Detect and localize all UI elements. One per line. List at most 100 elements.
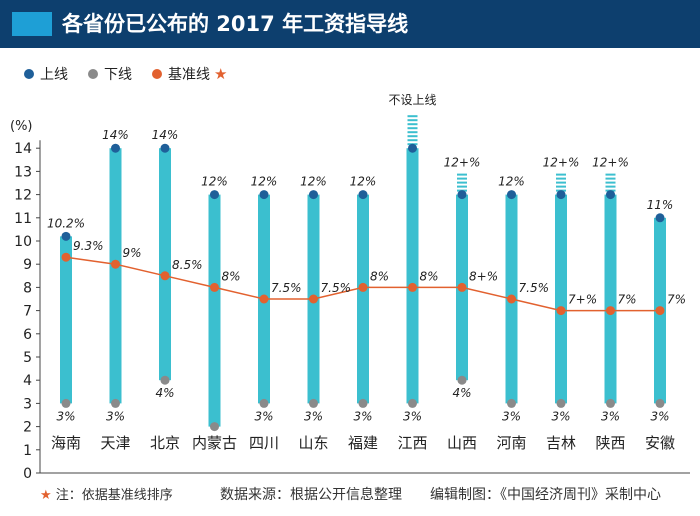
base-point — [507, 294, 516, 304]
x-category-label: 天津 — [100, 434, 130, 452]
x-category-label: 陕西 — [595, 434, 625, 452]
lower-point — [408, 398, 417, 408]
upper-point — [358, 190, 368, 200]
lower-point — [111, 398, 120, 408]
x-category-label: 海南 — [51, 434, 81, 452]
lower-value-label: 3% — [601, 409, 620, 423]
legend-item-lower: 下线 — [88, 64, 132, 84]
upper-value-label: 12% — [350, 175, 377, 189]
lower-value-label: 3% — [502, 409, 521, 423]
base-value-label: 9.3% — [73, 239, 104, 253]
lower-point — [556, 398, 566, 408]
base-value-label: 7.5% — [321, 281, 352, 295]
y-tick-label: 0 — [23, 466, 32, 482]
upper-value-label: 11% — [647, 198, 674, 212]
upper-point — [111, 143, 120, 153]
footer-note: ★ 注：依据基准线排序 — [40, 484, 173, 503]
lower-point — [655, 398, 665, 408]
x-category-label: 河南 — [496, 434, 526, 452]
base-point — [358, 282, 368, 292]
x-category-label: 江西 — [397, 434, 427, 452]
lower-point — [210, 422, 219, 432]
upper-value-label: 12+% — [444, 156, 481, 170]
legend-item-base: 基准线 ★ — [152, 64, 227, 84]
lower-value-label: 3% — [650, 409, 669, 423]
legend-base-label: 基准线 — [168, 67, 210, 83]
upper-point — [309, 190, 318, 200]
y-tick-label: 5 — [23, 350, 32, 366]
range-bar — [555, 194, 567, 404]
x-category-label: 吉林 — [546, 434, 576, 452]
lower-point — [507, 398, 516, 408]
y-tick-label: 10 — [14, 234, 32, 250]
upper-point — [160, 143, 170, 153]
upper-point — [507, 190, 516, 200]
lower-value-label: 3% — [353, 409, 372, 423]
range-bar — [604, 194, 617, 404]
legend-lower-label: 下线 — [104, 67, 132, 83]
upper-dot-icon — [24, 69, 34, 79]
lower-value-label: 4% — [155, 386, 174, 400]
x-category-label: 北京 — [150, 434, 180, 452]
page-title: 各省份已公布的 2017 年工资指导线 — [62, 12, 409, 36]
base-value-label: 7+% — [568, 293, 597, 307]
y-tick-label: 11 — [14, 211, 32, 227]
lower-value-label: 3% — [403, 409, 422, 423]
base-point — [210, 282, 219, 292]
upper-point — [457, 190, 467, 200]
lower-value-label: 3% — [106, 409, 125, 423]
base-value-label: 8% — [370, 269, 389, 283]
y-tick-label: 1 — [23, 443, 32, 459]
upper-value-label: 12% — [300, 175, 327, 189]
y-tick-label: 13 — [14, 164, 32, 180]
legend-item-upper: 上线 — [24, 64, 68, 84]
base-value-label: 8% — [222, 269, 241, 283]
base-value-label: 7.5% — [271, 281, 302, 295]
upper-value-label: 10.2% — [47, 216, 85, 230]
x-category-label: 四川 — [249, 434, 279, 452]
base-point — [309, 294, 318, 304]
base-point — [259, 294, 269, 304]
lower-dot-icon — [88, 69, 98, 79]
base-value-label: 9% — [123, 246, 142, 260]
y-tick-label: 12 — [14, 188, 32, 204]
base-point — [408, 282, 417, 292]
upper-value-label: 12% — [201, 175, 228, 189]
base-value-label: 8+% — [469, 269, 498, 283]
upper-point — [61, 231, 71, 241]
lower-point — [259, 398, 269, 408]
base-value-label: 8% — [420, 269, 439, 283]
y-tick-label: 4 — [23, 373, 32, 389]
y-tick-label: 9 — [23, 257, 32, 273]
range-bar — [357, 194, 369, 404]
lower-value-label: 3% — [551, 409, 570, 423]
base-point — [556, 306, 566, 316]
base-point — [61, 252, 71, 262]
base-point — [111, 259, 120, 269]
footer-note-text: 注：依据基准线排序 — [55, 488, 173, 503]
upper-point — [606, 190, 615, 200]
lower-value-label: 3% — [254, 409, 273, 423]
base-point — [160, 271, 170, 281]
x-category-label: 安徽 — [645, 434, 675, 452]
x-category-label: 福建 — [348, 434, 378, 452]
y-axis-label: (%) — [10, 119, 33, 134]
legend-upper-label: 上线 — [40, 67, 68, 83]
title-accent-bar — [12, 12, 52, 36]
y-tick-label: 8 — [23, 280, 32, 296]
y-tick-label: 7 — [23, 304, 32, 320]
lower-point — [61, 398, 71, 408]
upper-value-label: 14% — [152, 128, 179, 142]
y-tick-label: 14 — [14, 141, 32, 157]
x-category-label: 山东 — [298, 434, 328, 452]
upper-point — [408, 143, 417, 153]
annotation-label: 不设上线 — [388, 93, 436, 107]
upper-value-label: 12+% — [592, 156, 629, 170]
lower-value-label: 4% — [452, 386, 471, 400]
note-star-icon: ★ — [40, 488, 52, 503]
base-point — [606, 306, 615, 316]
lower-value-label: 3% — [56, 409, 75, 423]
star-icon: ★ — [214, 65, 228, 83]
upper-point — [556, 190, 566, 200]
range-bar — [109, 148, 122, 404]
